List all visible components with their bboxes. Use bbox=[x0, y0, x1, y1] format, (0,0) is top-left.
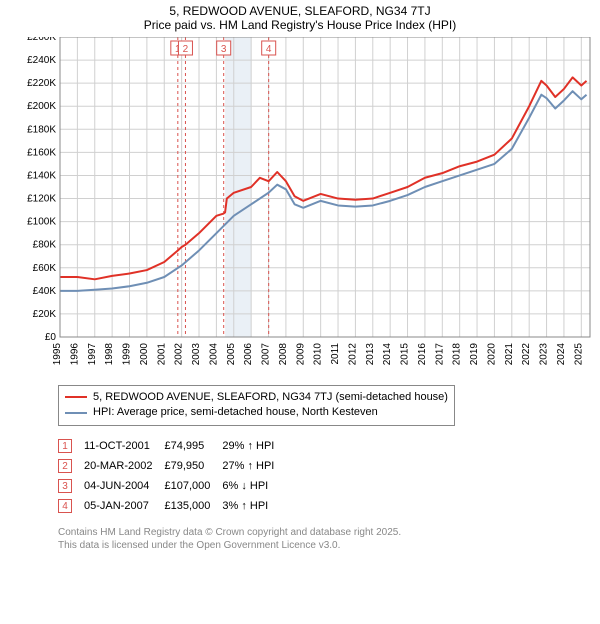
svg-text:2012: 2012 bbox=[347, 342, 358, 365]
sale-diff: 3% ↑ HPI bbox=[222, 496, 286, 516]
svg-text:£60K: £60K bbox=[33, 263, 57, 274]
svg-text:2008: 2008 bbox=[278, 342, 289, 365]
sale-date: 11-OCT-2001 bbox=[84, 436, 164, 456]
svg-text:£20K: £20K bbox=[33, 309, 57, 320]
legend-swatch-blue bbox=[65, 412, 87, 414]
chart-area: £0 £20K £40K £60K £80K £100K £120K £140K £160K £1… bbox=[5, 37, 595, 377]
footer-line-2: This data is licensed under the Open Gov… bbox=[58, 539, 600, 552]
svg-text:2018: 2018 bbox=[452, 342, 463, 365]
svg-text:2025: 2025 bbox=[573, 342, 584, 365]
svg-text:2019: 2019 bbox=[469, 342, 480, 365]
svg-text:2009: 2009 bbox=[295, 342, 306, 365]
legend-row-blue: HPI: Average price, semi-detached house,… bbox=[65, 405, 448, 420]
sale-diff: 27% ↑ HPI bbox=[222, 456, 286, 476]
svg-text:£100K: £100K bbox=[27, 216, 56, 227]
sale-marker: 3 bbox=[58, 479, 72, 493]
svg-text:£180K: £180K bbox=[27, 124, 56, 135]
svg-text:2013: 2013 bbox=[365, 342, 376, 365]
svg-text:4: 4 bbox=[266, 44, 272, 55]
svg-text:£260K: £260K bbox=[27, 37, 56, 43]
svg-text:2000: 2000 bbox=[139, 342, 150, 365]
legend-swatch-red bbox=[65, 396, 87, 398]
sale-price: £135,000 bbox=[164, 496, 222, 516]
chart-container: 5, REDWOOD AVENUE, SLEAFORD, NG34 7TJ Pr… bbox=[0, 4, 600, 624]
svg-text:2015: 2015 bbox=[400, 342, 411, 365]
chart-title: 5, REDWOOD AVENUE, SLEAFORD, NG34 7TJ bbox=[0, 4, 600, 18]
svg-text:2024: 2024 bbox=[556, 342, 567, 365]
svg-text:2005: 2005 bbox=[226, 342, 237, 365]
sale-price: £107,000 bbox=[164, 476, 222, 496]
chart-subtitle: Price paid vs. HM Land Registry's House … bbox=[0, 18, 600, 32]
svg-text:£120K: £120K bbox=[27, 193, 56, 204]
legend: 5, REDWOOD AVENUE, SLEAFORD, NG34 7TJ (s… bbox=[58, 385, 455, 426]
svg-text:2002: 2002 bbox=[174, 342, 185, 365]
svg-text:2020: 2020 bbox=[486, 342, 497, 365]
sale-date: 04-JUN-2004 bbox=[84, 476, 164, 496]
legend-label-blue: HPI: Average price, semi-detached house,… bbox=[93, 405, 378, 420]
svg-text:2014: 2014 bbox=[382, 342, 393, 365]
sale-diff: 29% ↑ HPI bbox=[222, 436, 286, 456]
svg-text:2017: 2017 bbox=[434, 342, 445, 365]
sale-price: £74,995 bbox=[164, 436, 222, 456]
footer: Contains HM Land Registry data © Crown c… bbox=[58, 526, 600, 552]
footer-line-1: Contains HM Land Registry data © Crown c… bbox=[58, 526, 600, 539]
svg-text:£200K: £200K bbox=[27, 101, 56, 112]
sale-diff: 6% ↓ HPI bbox=[222, 476, 286, 496]
sale-price: £79,950 bbox=[164, 456, 222, 476]
svg-text:2004: 2004 bbox=[208, 342, 219, 365]
chart-svg: £0 £20K £40K £60K £80K £100K £120K £140K £160K £1… bbox=[5, 37, 595, 377]
legend-row-red: 5, REDWOOD AVENUE, SLEAFORD, NG34 7TJ (s… bbox=[65, 390, 448, 405]
svg-text:2022: 2022 bbox=[521, 342, 532, 365]
svg-text:2006: 2006 bbox=[243, 342, 254, 365]
svg-text:2001: 2001 bbox=[156, 342, 167, 365]
svg-text:1999: 1999 bbox=[122, 342, 133, 365]
svg-text:1995: 1995 bbox=[52, 342, 63, 365]
svg-text:2: 2 bbox=[183, 44, 189, 55]
legend-label-red: 5, REDWOOD AVENUE, SLEAFORD, NG34 7TJ (s… bbox=[93, 390, 448, 405]
svg-text:£140K: £140K bbox=[27, 170, 56, 181]
svg-text:2016: 2016 bbox=[417, 342, 428, 365]
sale-date: 20-MAR-2002 bbox=[84, 456, 164, 476]
svg-text:1997: 1997 bbox=[87, 342, 98, 365]
svg-text:£240K: £240K bbox=[27, 55, 56, 66]
svg-text:2011: 2011 bbox=[330, 342, 341, 364]
svg-text:£0: £0 bbox=[45, 332, 57, 343]
svg-text:2010: 2010 bbox=[313, 342, 324, 365]
svg-text:2003: 2003 bbox=[191, 342, 202, 365]
svg-text:3: 3 bbox=[221, 44, 227, 55]
svg-text:£40K: £40K bbox=[33, 286, 57, 297]
svg-text:1996: 1996 bbox=[69, 342, 80, 365]
sales-row: 1 11-OCT-2001£74,99529% ↑ HPI bbox=[58, 436, 286, 456]
svg-text:£80K: £80K bbox=[33, 239, 57, 250]
sales-row: 3 04-JUN-2004£107,0006% ↓ HPI bbox=[58, 476, 286, 496]
svg-text:2007: 2007 bbox=[261, 342, 272, 365]
sales-row: 4 05-JAN-2007£135,0003% ↑ HPI bbox=[58, 496, 286, 516]
svg-text:2021: 2021 bbox=[504, 342, 515, 365]
sales-row: 2 20-MAR-2002£79,95027% ↑ HPI bbox=[58, 456, 286, 476]
sale-marker: 2 bbox=[58, 459, 72, 473]
svg-text:2023: 2023 bbox=[539, 342, 550, 365]
sale-marker: 1 bbox=[58, 439, 72, 453]
svg-text:1998: 1998 bbox=[104, 342, 115, 365]
sale-marker: 4 bbox=[58, 499, 72, 513]
sale-date: 05-JAN-2007 bbox=[84, 496, 164, 516]
svg-text:£220K: £220K bbox=[27, 78, 56, 89]
svg-text:£160K: £160K bbox=[27, 147, 56, 158]
sales-table: 1 11-OCT-2001£74,99529% ↑ HPI 2 20-MAR-2002… bbox=[58, 436, 286, 516]
